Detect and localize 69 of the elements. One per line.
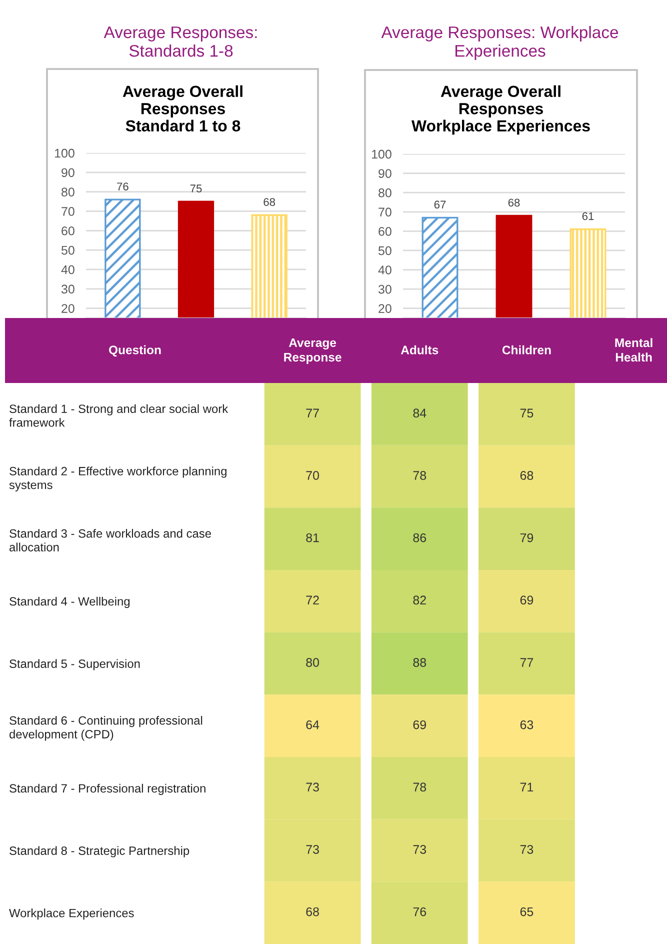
y-tick-label: 30 (61, 284, 74, 294)
data-label: 69 (520, 596, 534, 605)
y-tick-label: 80 (378, 188, 392, 198)
data-label: 86 (413, 533, 426, 542)
data-label: 78 (413, 471, 426, 480)
y-tick-label: Standard 3 - Safe workloads and case allocation (10, 528, 211, 552)
data-label: 75 (190, 184, 202, 192)
data-label: 76 (413, 907, 426, 916)
y-tick-label: 20 (378, 304, 392, 314)
y-tick-label: 60 (378, 226, 392, 236)
y-tick-label: 20 (62, 304, 74, 313)
y-tick-label: 60 (62, 226, 74, 236)
data-label: 73 (413, 845, 426, 854)
data-label: 67 (434, 200, 446, 209)
data-label: 68 (508, 198, 520, 207)
y-tick-label: 50 (378, 246, 392, 256)
y-tick-label: Standard 8 - Strategic Partnership (10, 846, 190, 858)
data-label: 79 (520, 533, 534, 542)
y-tick-label: 90 (62, 168, 74, 178)
y-tick-label: Standard 6 - Continuing professional development (CPD) (10, 716, 202, 741)
y-tick-label: 50 (61, 246, 74, 255)
y-tick-label: 70 (378, 208, 392, 217)
y-tick-label: 70 (62, 207, 74, 216)
chart-title: Average Responses: Workplace Experiences (381, 26, 618, 60)
data-label: 65 (520, 907, 534, 916)
data-label: 68 (264, 198, 276, 206)
y-tick-label: 100 (54, 148, 74, 158)
data-label: 78 (413, 782, 426, 792)
y-tick-label: 80 (62, 188, 74, 196)
x-tick-label: Adults (400, 345, 438, 354)
data-label: 70 (306, 471, 320, 480)
data-label: 84 (413, 408, 426, 418)
chart-subtitle: Average Overall Responses Standard 1 to 8 (122, 85, 242, 132)
y-axis-title: Question (109, 345, 161, 357)
y-tick-label: Standard 7 - Professional registration (10, 784, 206, 795)
y-tick-label: 30 (378, 284, 392, 294)
data-label: 73 (306, 845, 319, 854)
x-tick-label: Mental Health (615, 338, 652, 362)
y-tick-label: 40 (378, 266, 392, 274)
y-tick-label: Standard 5 - Supervision (10, 659, 140, 670)
data-label: 69 (413, 720, 426, 730)
x-tick-label: Children (502, 345, 551, 354)
data-label: 68 (306, 907, 319, 916)
data-label: 73 (520, 845, 534, 854)
data-label: 88 (413, 658, 426, 667)
y-tick-label: Workplace Experiences (9, 908, 134, 920)
data-label: 61 (582, 212, 594, 220)
y-tick-label: Standard 4 - Wellbeing (10, 596, 130, 608)
data-label: 63 (520, 720, 534, 730)
data-label: 80 (306, 658, 320, 667)
chart-title: Average Responses: Standards 1-8 (104, 26, 257, 57)
chart-subtitle: Average Overall Responses Workplace Experiences (411, 85, 590, 135)
data-label: 64 (306, 720, 320, 730)
data-label: 75 (520, 408, 534, 418)
data-label: 76 (117, 182, 128, 190)
data-label: 77 (520, 658, 534, 667)
x-tick-label: Average Response (284, 338, 342, 364)
data-label: 82 (413, 596, 426, 605)
y-tick-label: 100 (372, 150, 392, 159)
data-label: 68 (520, 471, 534, 480)
y-tick-label: Standard 2 - Effective workforce planning systems (9, 466, 226, 492)
y-tick-label: Standard 1 - Strong and clear social work framework (9, 404, 228, 427)
data-label: 77 (306, 408, 319, 418)
data-label: 81 (306, 533, 319, 542)
data-label: 71 (520, 782, 534, 792)
data-label: 73 (306, 782, 319, 792)
y-tick-label: 90 (378, 169, 392, 178)
data-label: 72 (306, 596, 319, 604)
y-tick-label: 40 (61, 265, 74, 274)
